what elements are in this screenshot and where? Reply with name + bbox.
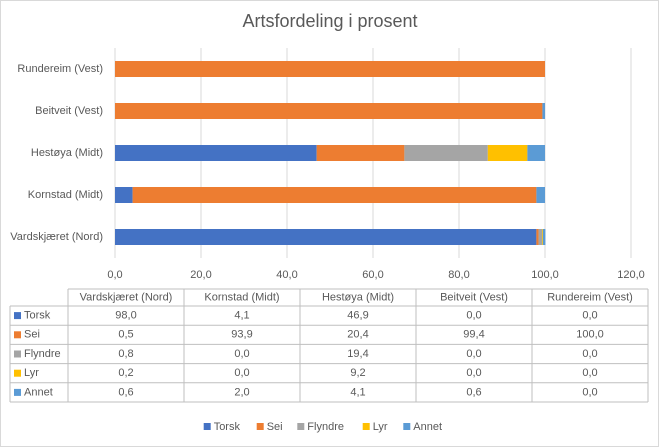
table-cell: 9,2 (350, 367, 365, 379)
table-header: Hestøya (Midt) (322, 291, 394, 303)
legend-key (403, 423, 411, 430)
x-tick-label: 80,0 (448, 269, 469, 281)
table-header: Beitveit (Vest) (440, 291, 508, 303)
x-tick-label: 20,0 (190, 269, 211, 281)
legend-label: Sei (267, 421, 283, 433)
table-cell: 4,1 (350, 386, 365, 398)
table-cell: 0,0 (234, 348, 249, 360)
table-cell: 0,6 (466, 386, 481, 398)
bar-segment (115, 103, 543, 119)
table-row-label: Sei (24, 329, 40, 341)
bar-segment (404, 145, 488, 161)
bar-segment (115, 187, 133, 203)
table-cell: 100,0 (576, 329, 604, 341)
table-header: Kornstad (Midt) (204, 291, 279, 303)
table-cell: 0,6 (118, 386, 133, 398)
table-cell: 98,0 (115, 310, 136, 322)
table-cell: 99,4 (463, 329, 484, 341)
table-cell: 0,0 (466, 310, 481, 322)
table-cell: 0,0 (582, 348, 597, 360)
legend-key (256, 423, 264, 430)
table-cell: 0,0 (234, 367, 249, 379)
bar-segment (527, 145, 545, 161)
legend-key (203, 423, 211, 430)
table-cell: 19,4 (347, 348, 368, 360)
bar-segment (542, 229, 546, 245)
table-header: Rundereim (Vest) (547, 291, 633, 303)
y-tick-label: Vardskjæret (Nord) (10, 231, 103, 243)
bar-segment (487, 145, 528, 161)
table-cell: 4,1 (234, 310, 249, 322)
table-legend-key (14, 350, 21, 358)
table-row-label: Annet (24, 386, 53, 398)
table-legend-key (14, 369, 21, 377)
table-cell: 0,2 (118, 367, 133, 379)
table-header: Vardskjæret (Nord) (80, 291, 173, 303)
bar-segment (132, 187, 537, 203)
chart-title: Artsfordeling i prosent (242, 11, 417, 31)
table-row-label: Lyr (24, 367, 39, 379)
table-legend-key (14, 331, 21, 339)
table-cell: 20,4 (347, 329, 368, 341)
table-row-label: Torsk (24, 310, 51, 322)
x-tick-label: 100,0 (531, 269, 559, 281)
x-tick-label: 0,0 (107, 269, 122, 281)
table-cell: 0,0 (582, 386, 597, 398)
legend-label: Annet (413, 421, 442, 433)
table-cell: 46,9 (347, 310, 368, 322)
table-cell: 0,0 (582, 367, 597, 379)
bar-segment (536, 187, 545, 203)
table-legend-key (14, 388, 21, 396)
bar-segment (542, 103, 545, 119)
y-tick-label: Beitveit (Vest) (35, 105, 103, 117)
bar-segment (115, 61, 545, 77)
x-tick-label: 60,0 (362, 269, 383, 281)
bar-segment (541, 229, 543, 245)
legend-label: Lyr (373, 421, 388, 433)
legend-key (362, 423, 370, 430)
table-cell: 0,0 (582, 310, 597, 322)
bar-segment (316, 145, 405, 161)
legend-label: Torsk (214, 421, 241, 433)
y-tick-label: Hestøya (Midt) (31, 147, 103, 159)
table-cell: 0,0 (466, 367, 481, 379)
x-tick-label: 40,0 (276, 269, 297, 281)
legend-label: Flyndre (307, 421, 344, 433)
table-cell: 2,0 (234, 386, 249, 398)
y-tick-label: Rundereim (Vest) (17, 63, 103, 75)
x-tick-label: 120,0 (617, 269, 645, 281)
table-legend-key (14, 312, 21, 320)
bar-segment (538, 229, 542, 245)
table-row-label: Flyndre (24, 348, 61, 360)
table-cell: 0,5 (118, 329, 133, 341)
y-tick-label: Kornstad (Midt) (28, 189, 103, 201)
legend-key (297, 423, 305, 430)
table-cell: 0,8 (118, 348, 133, 360)
table-cell: 93,9 (231, 329, 252, 341)
bar-segment (536, 229, 539, 245)
bar-segment (115, 229, 537, 245)
table-cell: 0,0 (466, 348, 481, 360)
bar-segment (115, 145, 317, 161)
